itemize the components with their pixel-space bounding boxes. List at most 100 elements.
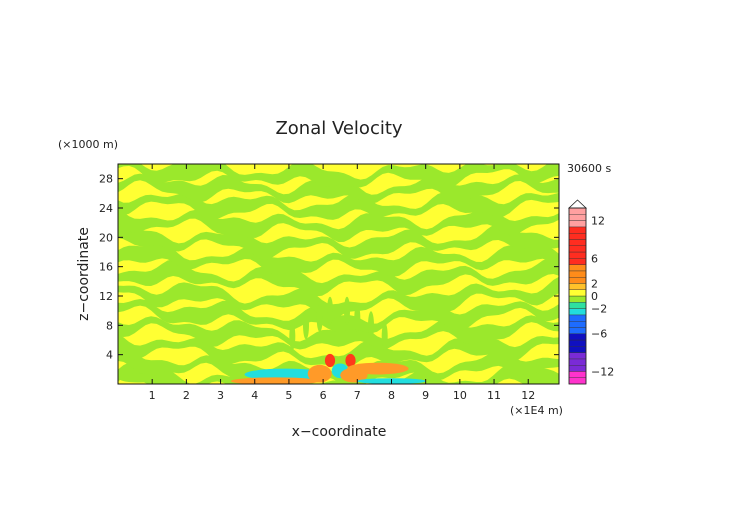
- anomaly-blob: [514, 373, 556, 383]
- y-tick-label: 24: [99, 202, 113, 215]
- central-streak: [368, 311, 374, 340]
- colorbar-tick-label: −2: [591, 303, 607, 316]
- colorbar-tick-label: 6: [591, 252, 598, 265]
- x-tick-label: 1: [149, 389, 156, 402]
- colorbar-segment: [568, 214, 587, 221]
- x-tick-label: 12: [521, 389, 535, 402]
- green-band: [118, 316, 339, 350]
- green-band: [118, 173, 339, 204]
- colorbar-segment: [568, 358, 587, 366]
- green-band: [338, 315, 559, 350]
- green-band: [118, 333, 339, 369]
- x-tick-label: 2: [183, 389, 190, 402]
- plot-frame: [117, 163, 560, 385]
- x-tick-label: 9: [422, 389, 429, 402]
- near-surface-anomalies: [118, 296, 556, 384]
- colorbar-segment: [568, 327, 587, 334]
- x-axis: 1 2 3 4 5 6 7 8 9 10 11 12: [149, 164, 535, 402]
- colorbar-tick-label: −12: [591, 365, 614, 378]
- central-streak: [381, 322, 388, 351]
- green-band: [118, 193, 339, 221]
- colorbar-segment: [568, 276, 587, 284]
- green-band: [118, 362, 339, 384]
- x-tick-label: 5: [285, 389, 292, 402]
- colorbar-segment: [568, 295, 587, 303]
- colorbar-segment: [568, 371, 587, 378]
- y-tick-label: 12: [99, 290, 113, 303]
- heatmap-field: [118, 164, 559, 384]
- green-band: [338, 164, 559, 189]
- green-band: [118, 207, 339, 243]
- anomaly-blob: [345, 353, 356, 368]
- y-axis: 4 8 12 16 20 24 28: [99, 173, 559, 362]
- time-label: 30600 s: [567, 162, 611, 175]
- colorbar-segment: [568, 220, 587, 228]
- y-tick-label: 16: [99, 261, 113, 274]
- colorbar-segment: [568, 251, 587, 259]
- x-tick-label: 6: [320, 389, 327, 402]
- central-streak: [316, 304, 323, 332]
- colorbar-segment: [568, 232, 587, 240]
- anomaly-blob: [244, 368, 327, 381]
- x-unit-label: (×1E4 m): [510, 404, 563, 417]
- colorbar-segment: [568, 283, 587, 290]
- x-tick-label: 4: [251, 389, 258, 402]
- central-streak: [303, 311, 309, 340]
- colorbar-segment: [568, 264, 587, 272]
- green-bands: [118, 164, 559, 384]
- colorbar-arrow: [567, 199, 588, 209]
- green-band: [118, 282, 339, 319]
- colorbar-segment: [568, 226, 587, 234]
- green-band: [338, 174, 559, 204]
- x-tick-label: 10: [453, 389, 467, 402]
- x-axis-title: x−coordinate: [292, 424, 387, 440]
- colorbar: [567, 199, 588, 385]
- green-band: [338, 243, 559, 277]
- colorbar-segment: [568, 289, 587, 297]
- green-band: [118, 222, 339, 260]
- green-band: [338, 192, 559, 219]
- central-streak: [344, 296, 350, 325]
- y-tick-label: 28: [99, 173, 113, 186]
- colorbar-tick-labels: 12 6 20−2 −6 −12: [591, 215, 614, 379]
- anomaly-blob: [324, 353, 336, 368]
- colorbar-segment: [568, 364, 587, 372]
- x-tick-label: 8: [388, 389, 395, 402]
- colorbar-tick-label: 0: [591, 290, 598, 303]
- colorbar-segment: [568, 308, 587, 316]
- green-band: [338, 276, 559, 317]
- colorbar-segment: [568, 207, 587, 215]
- green-band: [118, 299, 339, 332]
- colorbar-segment: [568, 352, 587, 360]
- green-band: [338, 301, 559, 334]
- anomaly-blob: [347, 362, 409, 375]
- y-unit-label: (×1000 m): [58, 138, 118, 151]
- central-streak: [354, 304, 361, 332]
- colorbar-frame: [568, 207, 587, 385]
- colorbar-segment: [568, 314, 587, 322]
- colorbar-segment: [568, 245, 587, 253]
- colorbar-tick-label: 12: [591, 215, 605, 228]
- colorbar-segment: [568, 339, 587, 347]
- chart-title: Zonal Velocity: [275, 118, 402, 139]
- colorbar-tick-label: 2: [591, 277, 598, 290]
- anomaly-blob: [230, 377, 320, 384]
- green-band: [118, 259, 339, 297]
- y-axis-title: z−coordinate: [76, 227, 92, 321]
- green-band: [338, 363, 559, 384]
- central-streak: [327, 296, 333, 325]
- colorbar-tick-label: −6: [591, 328, 607, 341]
- green-band: [338, 336, 559, 370]
- colorbar-segment: [568, 258, 587, 265]
- green-band: [338, 257, 559, 296]
- y-tick-label: 8: [106, 319, 113, 332]
- anomaly-blob: [118, 373, 159, 383]
- green-band: [338, 207, 559, 243]
- colorbar-segment: [568, 320, 587, 328]
- y-tick-label: 20: [99, 231, 113, 244]
- y-tick-label: 4: [106, 349, 113, 362]
- colorbar-segment: [568, 302, 587, 309]
- x-tick-label: 7: [354, 389, 361, 402]
- colorbar-segment: [568, 239, 587, 246]
